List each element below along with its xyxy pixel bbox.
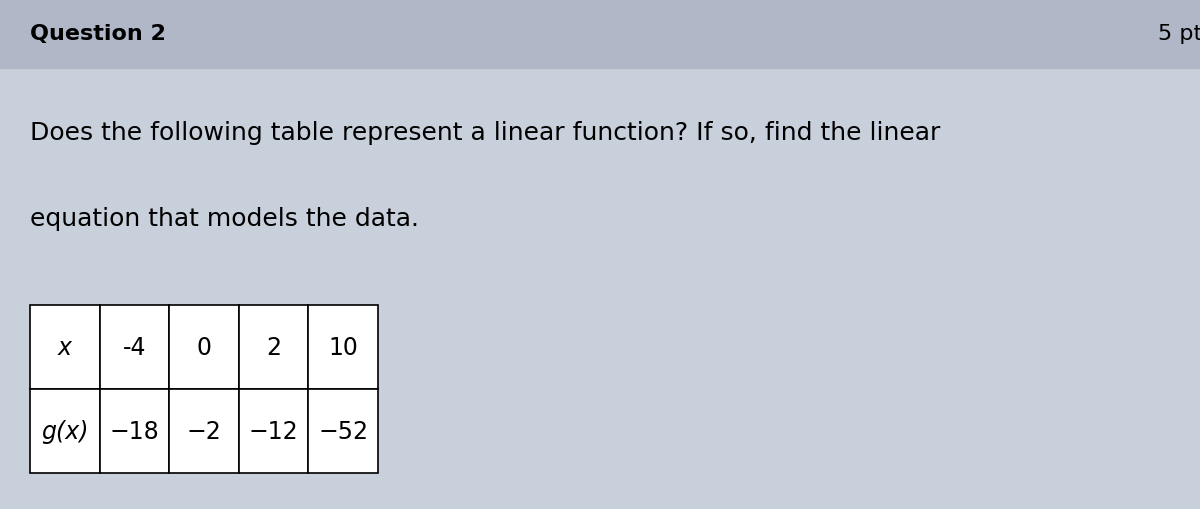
Text: 5 pt: 5 pt — [1158, 24, 1200, 44]
Bar — [169, 305, 239, 389]
Bar — [169, 389, 239, 473]
Text: equation that models the data.: equation that models the data. — [30, 207, 419, 231]
Bar — [0, 0, 1200, 69]
Text: −52: −52 — [318, 419, 368, 443]
Text: -4: -4 — [122, 335, 146, 359]
Text: 0: 0 — [197, 335, 211, 359]
Bar — [239, 389, 308, 473]
Text: −12: −12 — [248, 419, 299, 443]
Text: −18: −18 — [109, 419, 160, 443]
Text: g(x): g(x) — [41, 419, 89, 443]
Bar — [100, 389, 169, 473]
Text: 10: 10 — [329, 335, 358, 359]
Text: −2: −2 — [187, 419, 221, 443]
Bar — [308, 305, 378, 389]
Text: x: x — [58, 335, 72, 359]
Bar — [30, 305, 100, 389]
Text: Does the following table represent a linear function? If so, find the linear: Does the following table represent a lin… — [30, 120, 941, 145]
Bar — [30, 389, 100, 473]
Bar — [308, 389, 378, 473]
Bar — [239, 305, 308, 389]
Text: 2: 2 — [266, 335, 281, 359]
Text: Question 2: Question 2 — [30, 24, 166, 44]
Bar — [100, 305, 169, 389]
